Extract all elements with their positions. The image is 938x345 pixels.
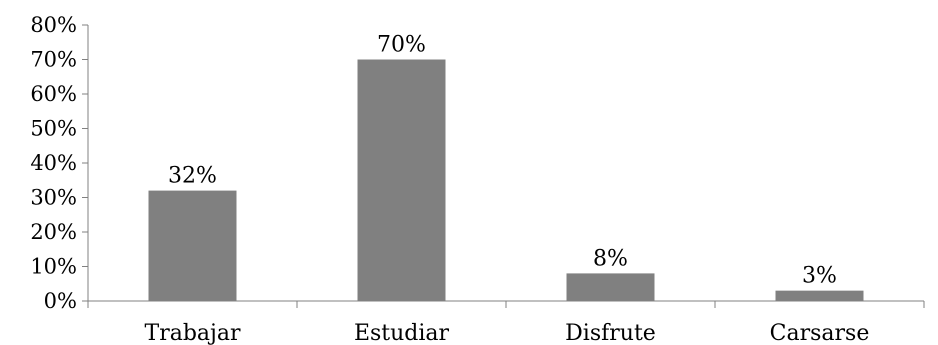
y-tick-label: 0% bbox=[44, 289, 77, 313]
y-tick-label: 70% bbox=[30, 48, 77, 72]
bars bbox=[148, 59, 864, 301]
y-tick-label: 80% bbox=[30, 13, 77, 37]
bar-trabajar bbox=[148, 190, 237, 301]
category-label-trabajar: Trabajar bbox=[145, 321, 241, 345]
y-tick-label: 20% bbox=[30, 220, 77, 244]
data-label-trabajar: 32% bbox=[168, 164, 217, 189]
x-axis bbox=[87, 300, 925, 308]
y-tick-label: 10% bbox=[30, 255, 77, 279]
bar-carsarse bbox=[775, 290, 864, 301]
category-label-carsarse: Carsarse bbox=[770, 321, 870, 345]
bar-estudiar bbox=[357, 59, 446, 301]
category-labels: Trabajar Estudiar Disfrute Carsarse bbox=[145, 321, 870, 345]
y-axis: 0% 10% 20% 30% 40% 50% 60% 70% 80% bbox=[30, 13, 89, 313]
data-label-carsarse: 3% bbox=[802, 264, 837, 289]
y-tick-label: 60% bbox=[30, 82, 77, 106]
data-label-disfrute: 8% bbox=[593, 246, 628, 271]
y-tick-label: 50% bbox=[30, 117, 77, 141]
bar-disfrute bbox=[566, 273, 655, 301]
data-label-estudiar: 70% bbox=[377, 33, 426, 58]
category-label-disfrute: Disfrute bbox=[565, 321, 656, 345]
category-label-estudiar: Estudiar bbox=[354, 321, 450, 345]
y-tick-label: 40% bbox=[30, 151, 77, 175]
y-tick-label: 30% bbox=[30, 186, 77, 210]
data-labels: 32% 70% 8% 3% bbox=[168, 33, 837, 289]
